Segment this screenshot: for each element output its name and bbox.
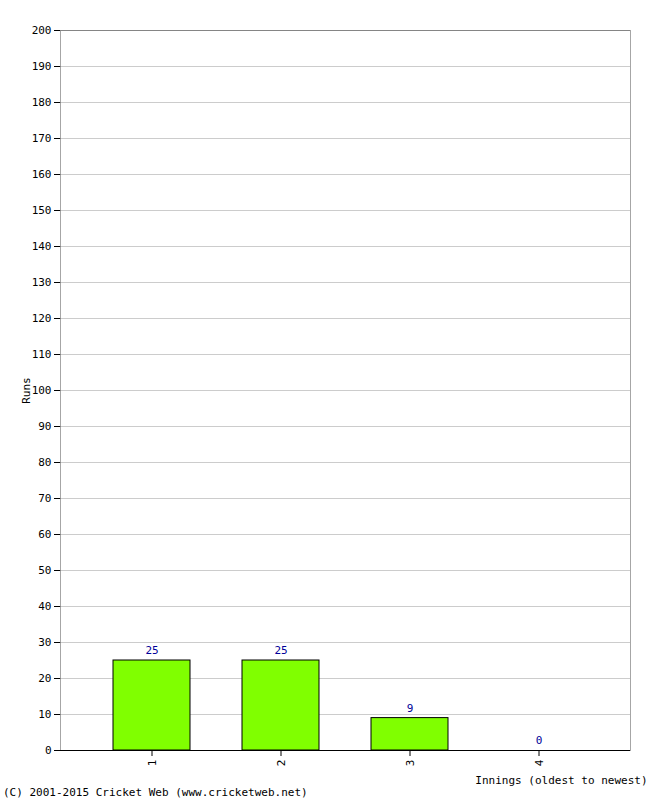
- svg-text:Runs: Runs: [20, 377, 33, 404]
- svg-text:170: 170: [32, 132, 52, 145]
- svg-text:80: 80: [38, 456, 51, 469]
- svg-text:1: 1: [146, 760, 159, 767]
- svg-text:4: 4: [533, 759, 546, 766]
- svg-text:40: 40: [38, 600, 51, 613]
- svg-text:25: 25: [145, 644, 158, 657]
- svg-text:9: 9: [407, 702, 414, 715]
- svg-text:190: 190: [32, 60, 52, 73]
- svg-text:60: 60: [38, 528, 51, 541]
- svg-text:130: 130: [32, 276, 52, 289]
- svg-text:90: 90: [38, 420, 51, 433]
- html-text:(C) 2001-2015 Cricket Web (www: (C) 2001-2015 Cricket Web (www.cricketwe…: [3, 786, 308, 799]
- svg-text:10: 10: [38, 708, 51, 721]
- svg-text:25: 25: [274, 644, 287, 657]
- svg-text:140: 140: [32, 240, 52, 253]
- svg-text:0: 0: [536, 734, 543, 747]
- svg-text:110: 110: [32, 348, 52, 361]
- svg-text:50: 50: [38, 564, 51, 577]
- svg-text:150: 150: [32, 204, 52, 217]
- svg-text:160: 160: [32, 168, 52, 181]
- svg-text:0: 0: [45, 744, 52, 757]
- svg-text:120: 120: [32, 312, 52, 325]
- svg-text:20: 20: [38, 672, 51, 685]
- svg-text:3: 3: [404, 760, 417, 767]
- svg-text:200: 200: [32, 24, 52, 37]
- svg-text:180: 180: [32, 96, 52, 109]
- svg-text:Innings (oldest to newest): Innings (oldest to newest): [475, 774, 647, 787]
- svg-text:70: 70: [38, 492, 51, 505]
- svg-text:2: 2: [275, 760, 288, 767]
- svg-text:30: 30: [38, 636, 51, 649]
- svg-text:100: 100: [32, 384, 52, 397]
